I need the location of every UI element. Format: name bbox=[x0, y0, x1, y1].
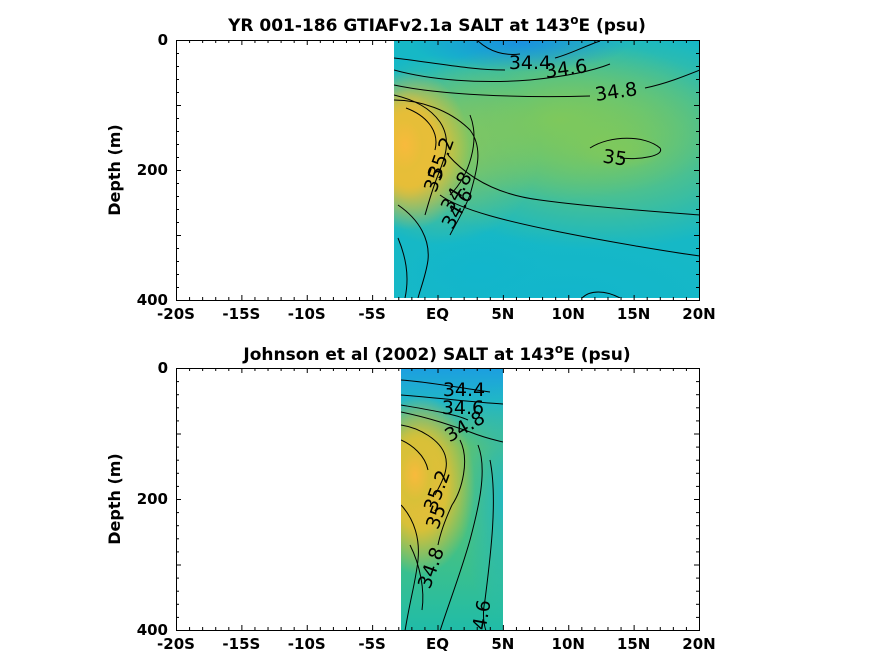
contour-label: 35 bbox=[601, 145, 628, 170]
y-axis-label-observed: Depth (m) bbox=[105, 453, 124, 545]
x-tick-label: -5S bbox=[358, 635, 385, 653]
contour-label: 34.6 bbox=[442, 397, 484, 419]
y-axis-label-model: Depth (m) bbox=[105, 124, 124, 216]
contour-lines-observed bbox=[401, 379, 503, 631]
axis-ticks-observed: -20S -15S -10S -5S EQ 5N 10N 15N 20N 0 200 400 bbox=[137, 359, 716, 653]
x-tick-label: -10S bbox=[288, 305, 326, 323]
y-tick-label: 0 bbox=[158, 359, 168, 377]
y-tick-label: 0 bbox=[158, 31, 168, 49]
x-tick-label: 5N bbox=[491, 635, 514, 653]
x-tick-label: 10N bbox=[552, 305, 585, 323]
x-tick-label: 15N bbox=[617, 305, 650, 323]
x-tick-label: 10N bbox=[552, 635, 585, 653]
x-tick-label: 20N bbox=[682, 635, 715, 653]
contour-label: 34.4 bbox=[443, 379, 485, 401]
x-tick-label: 20N bbox=[682, 305, 715, 323]
x-tick-label: -20S bbox=[157, 635, 195, 653]
y-tick-label: 200 bbox=[137, 490, 168, 508]
x-tick-label: -10S bbox=[288, 635, 326, 653]
chart-title-observed: Johnson et al (2002) SALT at 143oE (psu) bbox=[242, 342, 630, 365]
chart-title-model: YR 001-186 GTIAFv2.1a SALT at 143oE (psu… bbox=[227, 13, 646, 36]
y-tick-label: 400 bbox=[137, 291, 168, 309]
x-tick-label: EQ bbox=[426, 305, 449, 323]
x-tick-label: -5S bbox=[358, 305, 385, 323]
x-tick-label: -15S bbox=[222, 635, 260, 653]
x-tick-label: EQ bbox=[426, 635, 449, 653]
x-tick-label: 15N bbox=[617, 635, 650, 653]
x-tick-label: -20S bbox=[157, 305, 195, 323]
y-tick-label: 400 bbox=[137, 621, 168, 639]
x-tick-label: 5N bbox=[491, 305, 514, 323]
axis-ticks-model: -20S -15S -10S -5S EQ 5N 10N 15N 20N 0 200 400 bbox=[137, 31, 716, 323]
salinity-field-model: 34.4 34.6 34.8 35 35.2 35 34.8 34.6 bbox=[394, 41, 700, 298]
y-tick-label: 200 bbox=[137, 161, 168, 179]
x-tick-label: -15S bbox=[222, 305, 260, 323]
panel-observed: Johnson et al (2002) SALT at 143oE (psu) bbox=[105, 342, 716, 653]
contour-lines-model bbox=[394, 41, 700, 298]
panel-model: YR 001-186 GTIAFv2.1a SALT at 143oE (psu… bbox=[105, 13, 716, 323]
salinity-field-observed: 34.4 34.6 34.8 35.2 35 34.8 34.6 bbox=[401, 369, 503, 631]
contour-label: 34.4 bbox=[509, 52, 551, 74]
